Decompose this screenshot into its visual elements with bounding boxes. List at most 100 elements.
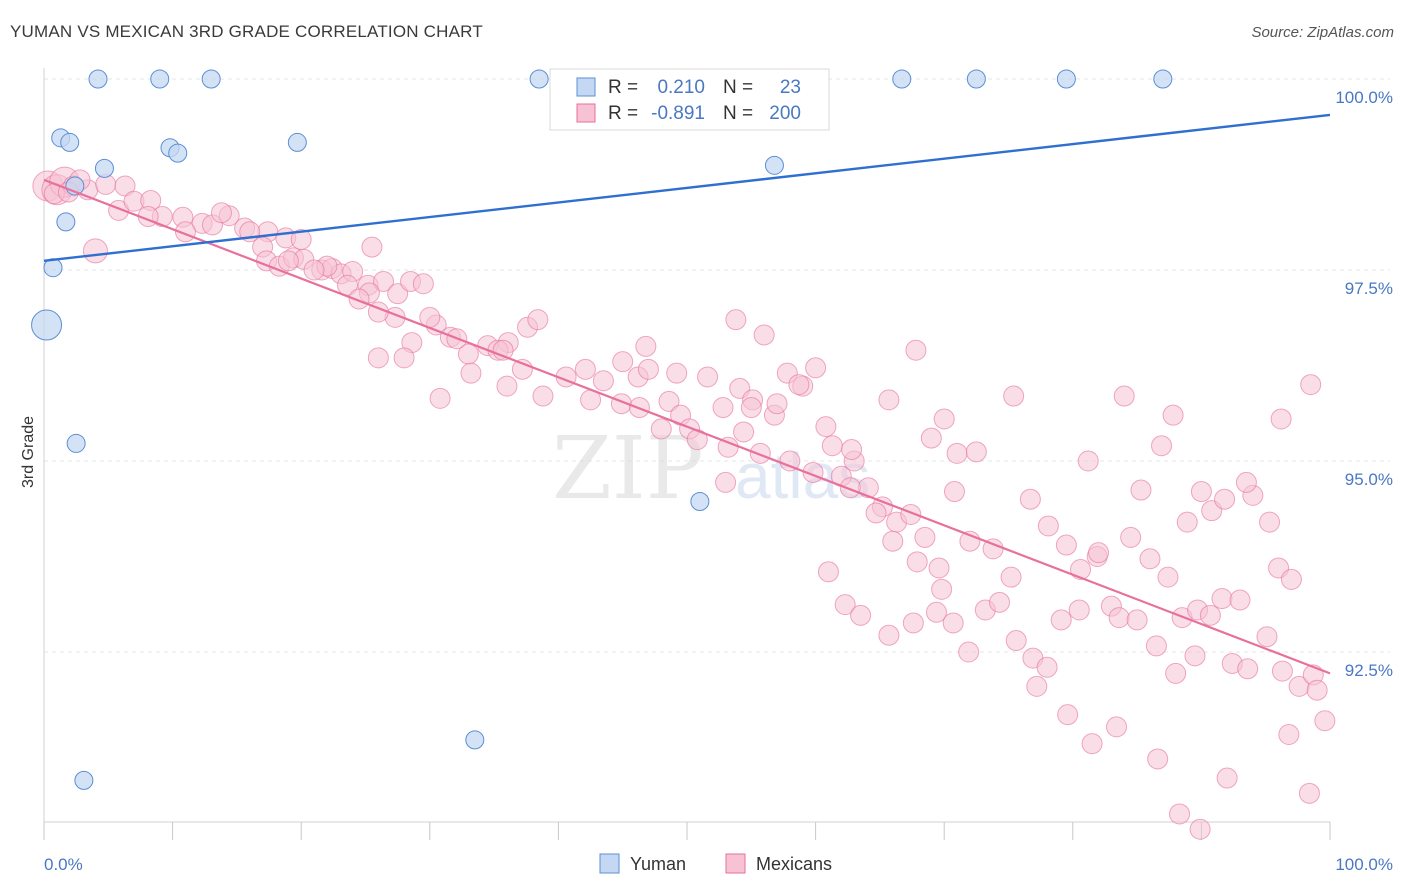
yuman-n-value: 23	[780, 77, 801, 98]
mexicans-point	[1005, 630, 1027, 652]
mexicans-point	[1256, 626, 1278, 648]
mexicans-point	[393, 347, 415, 369]
mexicans-point	[1139, 548, 1161, 570]
bottom-legend: Yuman Mexicans	[599, 853, 832, 874]
mexicans-point	[1003, 385, 1025, 407]
mexicans-point	[766, 393, 788, 415]
mexicans-point	[850, 604, 872, 626]
x-tick-label-1: 100.0%	[1335, 855, 1393, 874]
mexicans-point	[348, 288, 370, 310]
yuman-swatch	[576, 77, 596, 97]
mexicans-point	[965, 441, 987, 463]
mexicans-point	[1270, 408, 1292, 430]
mexicans-point	[1130, 479, 1152, 501]
mexicans-point	[906, 551, 928, 573]
mexicans-point	[914, 526, 936, 548]
mexicans-point	[650, 418, 672, 440]
mexicans-point	[1057, 704, 1079, 726]
yuman-point	[892, 69, 912, 89]
mexicans-point	[1259, 511, 1281, 533]
legend-yuman-swatch	[599, 853, 620, 874]
mexicans-point	[1019, 488, 1041, 510]
mexicans-point	[1314, 710, 1336, 732]
yuman-point	[201, 69, 221, 89]
mexicans-point	[931, 578, 953, 600]
yuman-point	[465, 730, 485, 750]
mexicans-point	[805, 357, 827, 379]
mexicans-point	[1176, 511, 1198, 533]
yuman-point	[66, 433, 86, 453]
mexicans-point	[574, 358, 596, 380]
mexicans-r-label: R =	[608, 103, 638, 124]
mexicans-point	[1190, 481, 1212, 503]
mexicans-point	[1108, 607, 1130, 629]
mexicans-point	[788, 374, 810, 396]
mexicans-point	[1036, 656, 1058, 678]
mexicans-point	[1157, 566, 1179, 588]
mexicans-point	[303, 259, 325, 281]
stats-legend-box	[549, 68, 830, 131]
mexicans-point	[817, 561, 839, 583]
mexicans-point	[841, 439, 863, 461]
mexicans-point	[1113, 385, 1135, 407]
yuman-point	[88, 69, 108, 89]
yuman-point	[74, 770, 94, 790]
mexicans-point	[666, 362, 688, 384]
mexicans-point	[902, 612, 924, 634]
mexicans-point	[878, 624, 900, 646]
mexicans-point	[373, 270, 395, 292]
mexicans-point	[1298, 782, 1320, 804]
mexicans-point	[1169, 803, 1191, 825]
yuman-point	[31, 309, 63, 341]
mexicans-point	[612, 351, 634, 373]
mexicans-point	[387, 283, 409, 305]
mexicans-point	[1199, 604, 1221, 626]
mexicans-point	[857, 477, 879, 499]
mexicans-r-value: -0.891	[651, 103, 705, 124]
stats-legend: R = 0.210 N = 23 R = -0.891 N = 200	[549, 68, 830, 131]
y-tick-label-0: 100.0%	[1335, 88, 1393, 107]
y-tick-label-3: 92.5%	[1345, 661, 1393, 680]
mexicans-point	[882, 530, 904, 552]
mexicans-point	[1216, 767, 1238, 789]
yuman-point	[690, 491, 710, 511]
mexicans-point	[1278, 724, 1300, 746]
mexicans-point	[1026, 675, 1048, 697]
yuman-point	[966, 69, 986, 89]
mexicans-point	[740, 397, 762, 419]
y-tick-label-1: 97.5%	[1345, 279, 1393, 298]
chart-source: Source: ZipAtlas.com	[1251, 24, 1394, 41]
grid-lines	[44, 78, 1390, 653]
mexicans-point	[1120, 526, 1142, 548]
yuman-point	[94, 158, 114, 178]
mexicans-point	[277, 250, 299, 272]
yuman-point	[1153, 69, 1173, 89]
mexicans-point	[1088, 542, 1110, 564]
mexicans-point	[1055, 534, 1077, 556]
mexicans-point	[592, 370, 614, 392]
mexicans-point	[815, 416, 837, 438]
yuman-point	[529, 69, 549, 89]
yuman-r-label: R =	[608, 77, 638, 98]
mexicans-point	[635, 335, 657, 357]
mexicans-point	[943, 481, 965, 503]
mexicans-point	[821, 435, 843, 457]
yuman-r-value: 0.210	[657, 77, 705, 98]
mexicans-point	[712, 397, 734, 419]
mexicans-point	[779, 450, 801, 472]
mexicans-point	[1070, 558, 1092, 580]
mexicans-point	[1106, 716, 1128, 738]
mexicans-point	[925, 601, 947, 623]
mexicans-point	[920, 427, 942, 449]
yuman-point	[1056, 69, 1076, 89]
tick-labels: 100.0% 97.5% 95.0% 92.5% 0.0% 100.0%	[44, 88, 1393, 874]
mexicans-point	[1145, 635, 1167, 657]
mexicans-point	[1165, 662, 1187, 684]
legend-mexicans-label: Mexicans	[756, 854, 832, 874]
yuman-point	[168, 143, 188, 163]
mexicans-swatch	[576, 103, 596, 123]
mexicans-point	[928, 557, 950, 579]
mexicans-point	[1189, 818, 1211, 840]
mexicans-point	[878, 389, 900, 411]
mexicans-point	[933, 408, 955, 430]
